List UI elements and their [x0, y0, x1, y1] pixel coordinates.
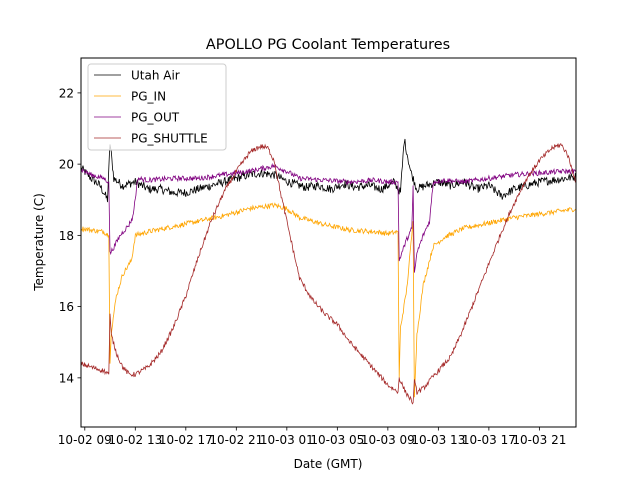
series-line-pg-out — [81, 162, 576, 273]
x-tick-label: 10-03 17 — [462, 433, 516, 447]
x-tick-label: 10-02 13 — [108, 433, 162, 447]
legend-box — [87, 63, 227, 151]
x-tick-label: 10-03 05 — [310, 433, 364, 447]
legend-label: PG_IN — [131, 90, 166, 104]
series-line-pg-in — [81, 202, 576, 398]
legend-label: Utah Air — [131, 69, 180, 83]
y-axis: 14 16 18 20 22 — [59, 86, 81, 385]
axes-frame — [80, 57, 577, 428]
legend-label: PG_OUT — [131, 111, 180, 125]
x-tick-label: 10-02 09 — [58, 433, 112, 447]
x-tick-label: 10-03 13 — [411, 433, 465, 447]
chart-title: APOLLO PG Coolant Temperatures — [206, 37, 450, 53]
y-tick-label: 14 — [59, 371, 74, 385]
series-line-pg-shuttle — [81, 142, 576, 405]
series-line-utah-air — [81, 138, 576, 203]
y-tick-label: 18 — [59, 229, 74, 243]
x-tick-label: 10-02 21 — [209, 433, 263, 447]
y-tick-label: 22 — [59, 86, 74, 100]
x-axis-label: Date (GMT) — [294, 457, 363, 471]
x-tick-label: 10-03 21 — [512, 433, 566, 447]
x-tick-label: 10-03 09 — [361, 433, 415, 447]
x-tick-label: 10-03 01 — [260, 433, 314, 447]
y-tick-label: 16 — [59, 300, 74, 314]
y-axis-label: Temperature (C) — [32, 193, 46, 292]
series-group — [81, 138, 576, 405]
legend: Utah Air PG_IN PG_OUT PG_SHUTTLE — [87, 63, 227, 151]
y-tick-label: 20 — [59, 158, 74, 172]
x-tick-label: 10-02 17 — [159, 433, 213, 447]
legend-label: PG_SHUTTLE — [131, 132, 208, 146]
